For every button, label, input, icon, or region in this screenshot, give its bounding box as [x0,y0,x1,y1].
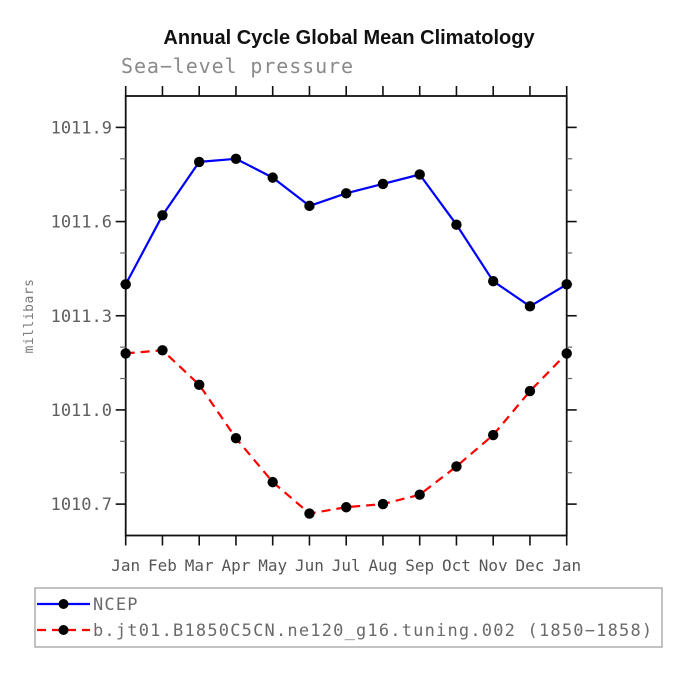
data-point-marker [377,178,389,190]
legend-marker-dot [58,625,69,635]
legend-label-ncep: NCEP [93,595,139,615]
data-point-marker [267,172,278,183]
data-point-marker [341,188,352,199]
data-point-marker [341,502,352,513]
data-point-marker [488,276,499,287]
plot-frame [124,95,568,537]
data-point-marker [561,279,572,290]
data-point-marker [414,489,425,500]
x-tick-label: Jan [111,556,140,575]
x-tick-label: Jun [295,556,324,575]
x-tick-label: Apr [221,556,250,575]
y-tick-label: 1011.6 [51,213,112,233]
data-point-marker [120,279,131,290]
data-point-marker [304,200,315,212]
x-tick-label: Dec [515,556,544,575]
y-tick-label: 1011.0 [51,401,112,421]
data-point-marker [561,348,572,359]
chart-title: Annual Cycle Global Mean Climatology [163,27,535,49]
y-axis-ticks [115,126,577,505]
x-tick-label: Aug [368,556,397,575]
series-line-ncep [124,157,568,308]
data-point-marker [194,156,205,168]
legend-sample-model [37,625,90,635]
x-tick-label: Jan [552,556,581,575]
data-point-marker [120,348,131,359]
data-point-marker [451,219,462,230]
data-point-marker [267,476,278,488]
x-tick-label: Oct [442,556,471,575]
legend-box [34,587,663,648]
series-line-model [125,349,568,515]
data-point-marker [414,169,425,180]
data-point-marker [524,301,536,312]
legend: NCEP b.jt01.B1850C5CN.ne120_g16.tuning.0… [34,587,663,648]
plot-border [124,95,568,537]
data-point-marker [194,379,205,391]
data-point-marker [304,508,315,519]
y-tick-labels: 1010.7 1011.0 1011.3 1011.6 1011.9 [51,118,112,515]
legend-sample-ncep [37,599,90,609]
data-point-marker [451,461,462,472]
data-point-marker [230,153,242,164]
legend-marker-dot [58,599,69,609]
data-series [120,153,572,519]
x-tick-label: Jul [332,556,361,575]
y-axis-title: millibars [22,279,37,354]
x-tick-label: Sep [405,556,434,575]
x-tick-label: Feb [148,556,177,575]
legend-label-model: b.jt01.B1850C5CN.ne120_g16.tuning.002 (1… [93,621,653,641]
data-point-marker [488,429,499,441]
chart-subtitle: Sea−level pressure [121,54,354,78]
x-tick-label: Nov [479,556,508,575]
x-tick-labels: Jan Feb Mar Apr May Jun Jul Aug Sep Oct Nov Dec Jan [111,556,581,575]
data-point-marker [524,385,536,397]
data-point-marker [157,345,168,356]
y-tick-label: 1011.9 [51,118,112,138]
data-point-marker [157,210,168,221]
y-tick-label: 1010.7 [51,495,112,515]
data-point-marker [377,498,389,510]
x-axis-ticks [124,86,568,546]
x-tick-label: May [258,556,287,575]
y-tick-label: 1011.3 [51,307,112,327]
x-tick-label: Mar [185,556,214,575]
data-point-marker [230,432,242,444]
